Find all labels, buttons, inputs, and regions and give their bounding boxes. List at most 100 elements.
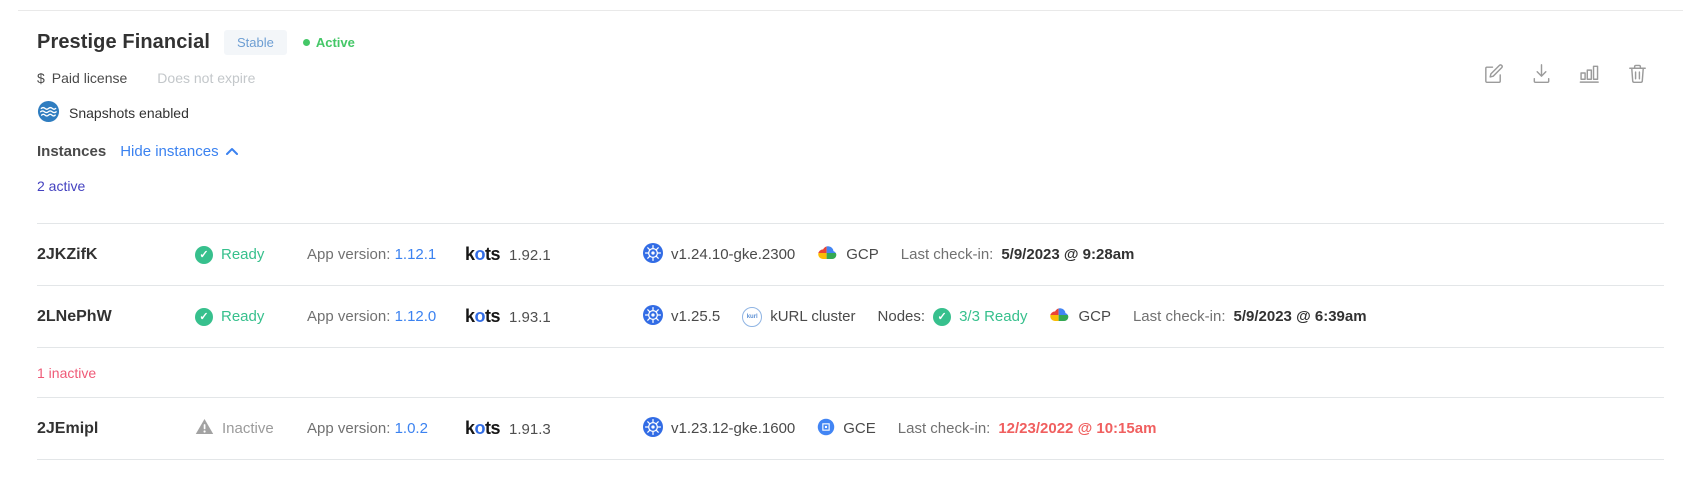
kots-version: 1.92.1: [509, 247, 551, 264]
edit-icon: [1482, 64, 1505, 88]
cloud-chunk: GCP: [1049, 307, 1111, 327]
instance-details: v1.25.5 kurl kURL cluster Nodes: ✓ 3/3 R…: [643, 304, 1367, 329]
customer-name: Prestige Financial: [37, 31, 210, 53]
checkin-chunk: Last check-in: 12/23/2022 @ 10:15am: [898, 420, 1157, 437]
app-version-label: App version:: [307, 420, 391, 437]
kots-cell: kots 1.91.3: [465, 418, 643, 439]
instance-row[interactable]: 2JKZifK ✓ Ready App version: 1.12.1 kots…: [37, 223, 1664, 285]
checkin-value: 5/9/2023 @ 9:28am: [1001, 246, 1135, 263]
app-version-link[interactable]: 1.0.2: [394, 420, 428, 437]
check-circle-icon: ✓: [933, 307, 952, 326]
instance-status: Inactive: [195, 418, 307, 439]
customer-toolbar: [1482, 62, 1649, 85]
edit-customer-button[interactable]: [1482, 62, 1505, 85]
k8s-version: v1.25.5: [671, 308, 721, 325]
snapshots-label: Snapshots enabled: [69, 105, 189, 121]
instance-id: 2LNePhW: [37, 307, 112, 325]
instance-status: ✓ Ready: [195, 307, 307, 326]
kubernetes-icon: [643, 242, 663, 267]
k8s-version: v1.23.12-gke.1600: [671, 420, 796, 437]
inactive-count-label: 1 inactive: [37, 347, 1664, 397]
active-dot-icon: [302, 39, 310, 46]
cloud-provider: GCE: [843, 420, 876, 437]
checkin-label: Last check-in:: [900, 246, 994, 263]
trash-icon: [1626, 64, 1649, 88]
top-divider: [18, 10, 1683, 11]
kots-version: 1.91.3: [509, 421, 551, 438]
instance-details: v1.23.12-gke.1600 GCE Last check-in: 12/…: [643, 416, 1157, 441]
kots-version: 1.93.1: [509, 309, 551, 326]
license-expiry: Does not expire: [157, 70, 256, 86]
cloud-chunk: GCE: [817, 418, 876, 440]
check-circle-icon: ✓: [195, 307, 213, 326]
app-version-link[interactable]: 1.12.0: [394, 308, 437, 325]
download-icon: [1530, 64, 1553, 88]
k8s-version: v1.24.10-gke.2300: [671, 246, 796, 263]
kots-cell: kots 1.93.1: [465, 306, 643, 327]
app-version-label: App version:: [307, 308, 391, 325]
cluster-type: kURL cluster: [770, 308, 856, 325]
kots-logo: kots: [465, 244, 501, 264]
license-type-label: Paid license: [51, 70, 128, 86]
k8s-version-chunk: v1.24.10-gke.2300: [643, 242, 796, 267]
kots-logo: kots: [465, 418, 501, 438]
app-version-cell: App version: 1.12.0: [307, 308, 465, 325]
kurl-cluster-chunk: kurl kURL cluster: [742, 306, 856, 327]
cloud-chunk: GCP: [817, 245, 879, 265]
gcp-cloud-icon: [1049, 307, 1070, 327]
hide-instances-toggle[interactable]: Hide instances: [120, 143, 238, 160]
nodes-status: 3/3 Ready: [959, 308, 1028, 325]
instance-analytics-button[interactable]: [1578, 62, 1601, 85]
channel-badge: Stable: [223, 30, 287, 55]
instances-heading: Instances: [37, 143, 107, 160]
app-version-cell: App version: 1.0.2: [307, 420, 465, 437]
chevron-up-icon: [225, 143, 238, 160]
checkin-label: Last check-in:: [897, 420, 991, 437]
license-type: $ Paid license: [37, 70, 127, 86]
active-count-label: 2 active: [37, 178, 86, 194]
k8s-version-chunk: v1.23.12-gke.1600: [643, 416, 796, 441]
status-badge: Active: [302, 35, 355, 50]
status-label: Active: [315, 35, 355, 50]
customer-header: Prestige Financial Stable Active: [37, 30, 1664, 55]
checkin-value: 12/23/2022 @ 10:15am: [998, 420, 1157, 437]
check-circle-icon: ✓: [195, 245, 213, 264]
checkin-chunk: Last check-in: 5/9/2023 @ 6:39am: [1133, 308, 1367, 325]
status-text: Ready: [221, 308, 265, 325]
checkin-label: Last check-in:: [1132, 308, 1226, 325]
snapshots-line: Snapshots enabled: [37, 100, 1664, 126]
instance-list: 2JKZifK ✓ Ready App version: 1.12.1 kots…: [37, 223, 1664, 460]
snapshots-icon: [37, 100, 60, 126]
status-text: Ready: [221, 246, 265, 263]
cloud-provider: GCP: [846, 246, 879, 263]
download-license-button[interactable]: [1530, 62, 1553, 85]
instance-row[interactable]: 2JEmipl Inactive App version: 1.0.2 kots…: [37, 397, 1664, 459]
nodes-chunk: Nodes: ✓ 3/3 Ready: [877, 307, 1028, 326]
dollar-icon: $: [37, 70, 45, 86]
k8s-version-chunk: v1.25.5: [643, 304, 721, 329]
kots-logo: kots: [465, 306, 501, 326]
instance-row[interactable]: 2LNePhW ✓ Ready App version: 1.12.0 kots…: [37, 285, 1664, 347]
license-line: $ Paid license Does not expire: [37, 70, 1664, 86]
app-version-link[interactable]: 1.12.1: [394, 246, 437, 263]
kurl-icon: kurl: [742, 306, 763, 327]
archive-customer-button[interactable]: [1626, 62, 1649, 85]
gcp-cloud-icon: [817, 245, 838, 265]
instance-id: 2JKZifK: [37, 245, 98, 263]
status-text: Inactive: [222, 420, 274, 437]
checkin-chunk: Last check-in: 5/9/2023 @ 9:28am: [901, 246, 1135, 263]
customer-card: Prestige Financial Stable Active: [37, 30, 1664, 460]
kubernetes-icon: [643, 304, 663, 329]
instance-status: ✓ Ready: [195, 245, 307, 264]
instance-details: v1.24.10-gke.2300 GCP Last check-in: 5/9…: [643, 242, 1135, 267]
nodes-label: Nodes:: [877, 308, 926, 325]
bar-chart-icon: [1578, 65, 1601, 88]
cloud-provider: GCP: [1078, 308, 1111, 325]
instance-id: 2JEmipl: [37, 419, 99, 437]
gce-icon: [817, 418, 835, 440]
hide-instances-label: Hide instances: [120, 143, 219, 160]
kots-cell: kots 1.92.1: [465, 244, 643, 265]
app-version-cell: App version: 1.12.1: [307, 246, 465, 263]
warning-triangle-icon: [195, 418, 214, 439]
app-version-label: App version:: [307, 246, 391, 263]
